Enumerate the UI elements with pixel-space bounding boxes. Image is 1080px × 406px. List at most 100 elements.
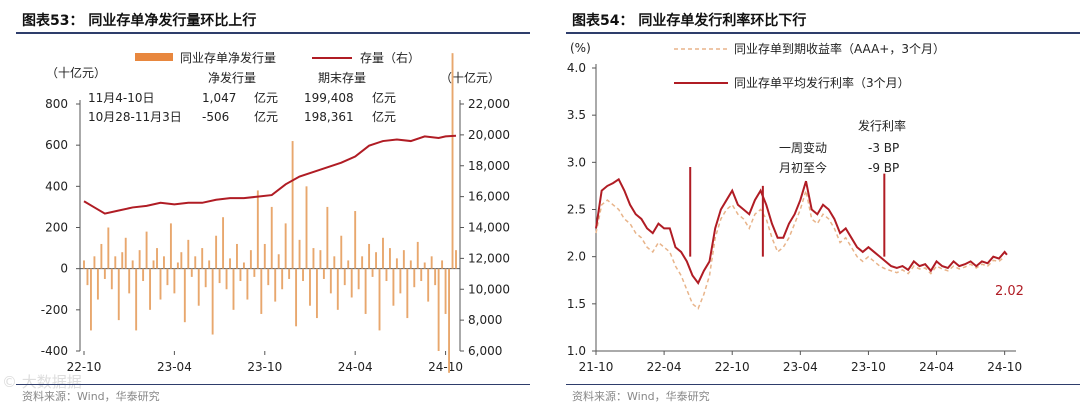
net-issue-bar xyxy=(256,190,259,269)
right-tick-label: 14,000 xyxy=(468,221,510,235)
net-issue-bar xyxy=(382,237,384,269)
net-issue-bar xyxy=(124,237,127,269)
net-issue-bar xyxy=(229,258,231,269)
net-issue-bar xyxy=(121,252,124,269)
x-tick-label: 23-10 xyxy=(851,360,886,374)
net-issue-bar xyxy=(281,268,284,290)
x-tick-label: 24-10 xyxy=(428,360,463,374)
net-issue-bar xyxy=(176,262,179,269)
y-tick-label: 1.0 xyxy=(567,344,586,358)
chart-54-source: 资料来源：Wind，华泰研究 xyxy=(572,390,710,403)
left-tick-label: 600 xyxy=(45,138,68,152)
right-axis-unit: （十亿元） xyxy=(440,70,500,85)
net-issue-bar xyxy=(135,268,138,331)
net-issue-bar xyxy=(406,268,409,319)
net-issue-bar xyxy=(375,252,377,269)
net-issue-bar xyxy=(225,268,228,290)
annotation-net-value: 1,047 xyxy=(202,91,236,105)
net-issue-bar xyxy=(166,268,169,286)
net-issue-bar xyxy=(388,248,391,269)
annotation-period: 10月28-11月3日 xyxy=(88,110,182,124)
net-issue-bar xyxy=(343,268,346,286)
chart-53-bottom-rule xyxy=(16,384,530,385)
annotation-stock-value: 198,361 xyxy=(304,110,354,124)
net-issue-bar xyxy=(451,53,454,269)
right-tick-label: 18,000 xyxy=(468,159,510,173)
legend-bar-label: 同业存单净发行量 xyxy=(180,50,276,65)
net-issue-bar xyxy=(163,256,165,269)
right-tick-label: 16,000 xyxy=(468,190,510,204)
net-issue-bar xyxy=(326,206,329,269)
net-issue-bar xyxy=(100,243,103,269)
net-issue-bar xyxy=(149,268,152,310)
annotation-label: 月初至今 xyxy=(779,160,827,175)
net-issue-bar xyxy=(83,260,85,269)
net-issue-bar xyxy=(354,211,357,269)
net-issue-bar xyxy=(295,268,298,327)
annotation-unit: 亿元 xyxy=(254,90,278,105)
chart-54-plot: (%) 4.0 3.5 3.0 2.5 2.0 1.5 1.0 21-10 22-04 22-10 2… xyxy=(567,41,1024,374)
end-value-label: 2.02 xyxy=(995,284,1024,299)
net-issue-bar xyxy=(156,248,158,269)
left-tick-label: -400 xyxy=(41,344,68,358)
right-tick-label: 10,000 xyxy=(468,282,510,296)
net-issue-bar xyxy=(399,268,402,294)
net-issue-bar xyxy=(322,268,325,279)
net-issue-bar xyxy=(427,268,430,302)
annotation-value: -3 BP xyxy=(868,141,899,155)
x-tick-label: 23-10 xyxy=(247,360,282,374)
net-issue-bar xyxy=(114,256,117,269)
net-issue-bar xyxy=(298,239,301,269)
net-issue-bar xyxy=(236,243,238,269)
net-issue-bar xyxy=(96,268,99,300)
net-issue-bar xyxy=(117,268,120,321)
x-tick-label: 22-04 xyxy=(647,360,682,374)
net-issue-bar xyxy=(340,235,343,269)
legend-bar-swatch xyxy=(135,53,173,61)
net-issue-bar xyxy=(413,268,416,288)
net-issue-bar xyxy=(416,241,419,269)
net-issue-bar xyxy=(312,248,315,269)
x-tick-label: 24-04 xyxy=(919,360,954,374)
net-issue-bar xyxy=(309,268,311,306)
net-issue-bar xyxy=(434,268,437,286)
chart-54-title: 图表54： 同业存单发行利率环比下行 xyxy=(572,13,807,29)
annotation-unit: 亿元 xyxy=(372,109,396,124)
net-issue-bar xyxy=(183,268,186,323)
net-issue-bar xyxy=(267,268,270,286)
legend-yield-label: 同业存单到期收益率（AAA+，3个月） xyxy=(734,41,945,56)
watermark: © 大数据据 xyxy=(2,373,82,391)
y-tick-label: 2.5 xyxy=(567,203,586,217)
net-issue-bar xyxy=(455,250,457,269)
net-issue-bar xyxy=(291,141,294,269)
net-issue-bar xyxy=(364,268,367,314)
net-issue-bar xyxy=(232,268,235,310)
stock-line xyxy=(83,134,457,215)
net-issue-bar xyxy=(187,239,190,269)
net-issue-bar xyxy=(277,254,280,269)
chart-53-title-rule xyxy=(16,32,530,34)
net-issue-bar xyxy=(211,268,214,335)
net-issue-bar xyxy=(423,262,426,269)
y-tick-label: 3.0 xyxy=(567,155,586,169)
chart-53-source: 资料来源：Wind，华泰研究 xyxy=(22,390,160,403)
net-issue-bar xyxy=(201,248,204,269)
left-tick-label: 800 xyxy=(45,97,68,111)
net-issue-bar xyxy=(392,268,395,306)
x-tick-label: 24-04 xyxy=(338,360,373,374)
net-issue-bar xyxy=(302,268,304,282)
net-issue-bar xyxy=(222,217,225,269)
net-issue-bar xyxy=(270,206,273,269)
net-issue-bar xyxy=(263,243,266,269)
x-tick-label: 23-04 xyxy=(783,360,818,374)
net-issue-bar xyxy=(315,268,318,319)
left-tick-label: 400 xyxy=(45,179,68,193)
net-issue-bar xyxy=(86,268,89,286)
right-tick-label: 22,000 xyxy=(468,97,510,111)
net-issue-bar xyxy=(249,250,252,269)
net-issue-bar xyxy=(128,268,131,294)
y-tick-label: 3.5 xyxy=(567,108,586,122)
net-issue-bar xyxy=(107,227,110,269)
net-issue-bar xyxy=(239,268,242,282)
annotation-header-net: 净发行量 xyxy=(208,70,256,85)
